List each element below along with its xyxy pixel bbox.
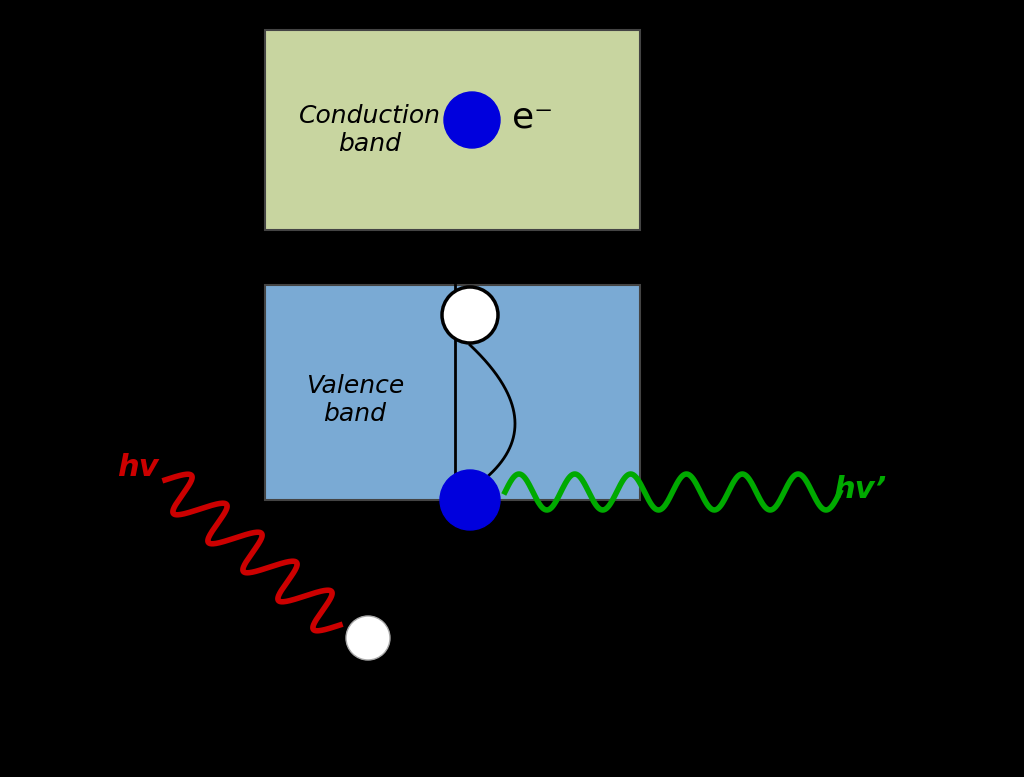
Text: Conduction
band: Conduction band [299,104,441,156]
Text: e⁻: e⁻ [512,101,553,135]
Text: hv’: hv’ [834,476,887,504]
Ellipse shape [440,470,500,530]
Ellipse shape [442,287,498,343]
Text: Valence
band: Valence band [306,374,404,426]
Bar [265,285,640,500]
Ellipse shape [346,616,390,660]
Text: hv: hv [117,454,159,483]
Ellipse shape [444,92,500,148]
Bar [265,30,640,230]
